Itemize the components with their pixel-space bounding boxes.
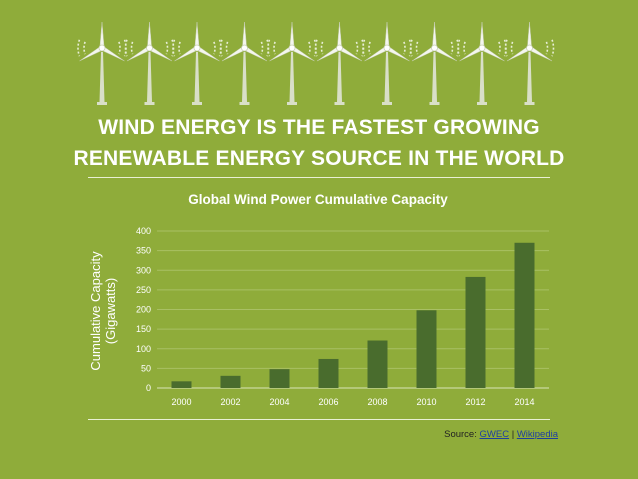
y-tick-label: 200	[136, 305, 151, 315]
y-tick-label: 300	[136, 265, 151, 275]
y-tick-label: 0	[146, 383, 151, 393]
y-tick-label: 350	[136, 246, 151, 256]
y-tick-label: 100	[136, 344, 151, 354]
x-tick-label: 2014	[514, 397, 534, 407]
x-tick-label: 2000	[171, 397, 191, 407]
source-prefix: Source:	[444, 429, 480, 440]
x-tick-label: 2008	[367, 397, 387, 407]
source-link-wikipedia[interactable]: Wikipedia	[516, 429, 558, 440]
y-axis-label: Cumulative Capacity (Gigawatts)	[88, 251, 118, 370]
x-tick-label: 2004	[269, 397, 289, 407]
bar-2006	[318, 358, 339, 388]
turbine-row	[77, 21, 555, 105]
x-tick-label: 2002	[220, 397, 240, 407]
chart-title: Global Wind Power Cumulative Capacity	[188, 192, 448, 207]
source-note: Source: GWEC | Wikipedia	[444, 429, 558, 440]
wind-turbine-icon	[172, 21, 222, 105]
bar-2014	[514, 242, 535, 388]
wind-turbine-icon	[457, 21, 507, 105]
wind-turbine-icon	[219, 21, 270, 105]
y-tick-label: 150	[136, 324, 151, 334]
bar-2002	[220, 375, 241, 388]
y-axis-label-line-2: (Gigawatts)	[103, 277, 118, 345]
bar-2008	[367, 340, 388, 388]
y-tick-label: 250	[136, 285, 151, 295]
source-separator: |	[509, 429, 517, 440]
wind-turbine-icon	[504, 21, 555, 105]
bar-2004	[269, 369, 290, 388]
y-axis-label-line-1: Cumulative Capacity	[88, 251, 103, 371]
wind-turbine-icon	[77, 21, 127, 105]
source-link-gwec[interactable]: GWEC	[479, 429, 510, 440]
bar-2010	[416, 310, 437, 388]
bar-2000	[171, 381, 192, 388]
bar-2012	[465, 276, 486, 388]
headline-line-1: WIND ENERGY IS THE FASTEST GROWING	[98, 116, 540, 139]
divider-bottom	[88, 419, 550, 420]
y-tick-label: 50	[141, 363, 151, 373]
x-tick-label: 2006	[318, 397, 338, 407]
wind-turbine-icon	[124, 21, 175, 105]
wind-turbine-icon	[362, 21, 412, 105]
y-tick-label: 400	[136, 226, 151, 236]
headline-line-2: RENEWABLE ENERGY SOURCE IN THE WORLD	[73, 147, 565, 170]
divider-top	[88, 177, 550, 178]
x-tick-label: 2010	[416, 397, 436, 407]
x-tick-label: 2012	[465, 397, 485, 407]
